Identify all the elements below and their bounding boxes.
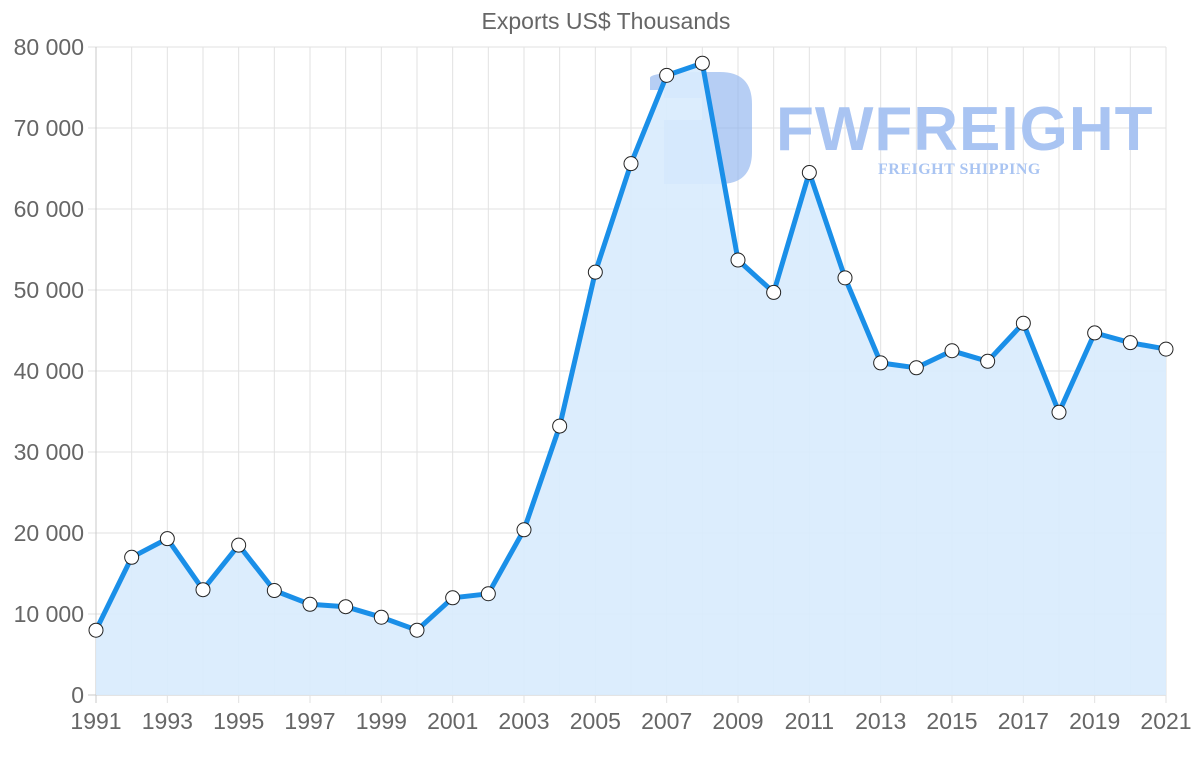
data-point[interactable]: [837, 270, 853, 286]
x-tick-label: 1991: [70, 708, 121, 734]
data-point[interactable]: [1051, 404, 1067, 420]
y-tick-label: 40 000: [14, 358, 84, 384]
y-tick-label: 0: [71, 682, 84, 708]
y-tick-label: 70 000: [14, 115, 84, 141]
data-point[interactable]: [659, 67, 675, 83]
x-tick-label: 1993: [142, 708, 193, 734]
data-point[interactable]: [445, 590, 461, 606]
data-point[interactable]: [908, 360, 924, 376]
data-point[interactable]: [195, 582, 211, 598]
x-tick-label: 2019: [1069, 708, 1120, 734]
data-point[interactable]: [231, 537, 247, 553]
x-tick-label: 2015: [926, 708, 977, 734]
data-point[interactable]: [373, 609, 389, 625]
x-tick-label: 2013: [855, 708, 906, 734]
data-point[interactable]: [730, 252, 746, 268]
data-point[interactable]: [587, 264, 603, 280]
x-tick-label: 1999: [356, 708, 407, 734]
data-point[interactable]: [338, 599, 354, 615]
x-axis: 1991 1993 1995 1997 1999 2001 2003 2005 2007 2009…: [70, 708, 1191, 734]
x-tick-label: 2003: [498, 708, 549, 734]
data-point[interactable]: [1087, 325, 1103, 341]
data-point[interactable]: [623, 156, 639, 172]
watermark-brand: FWFREIGHT: [776, 95, 1154, 164]
y-tick-label: 80 000: [14, 34, 84, 60]
x-tick-label: 1997: [284, 708, 335, 734]
x-tick-label: 2017: [998, 708, 1049, 734]
x-tick-label: 2007: [641, 708, 692, 734]
y-axis: 0 10 000 20 000 30 000 40 000 50 000 60 000 70 …: [14, 34, 84, 708]
area-fill: [96, 63, 1166, 695]
data-point[interactable]: [88, 622, 104, 638]
data-point[interactable]: [159, 531, 175, 547]
y-tick-label: 50 000: [14, 277, 84, 303]
data-point[interactable]: [552, 418, 568, 434]
data-point[interactable]: [124, 549, 140, 565]
x-tick-label: 2011: [785, 708, 834, 734]
y-tick-label: 30 000: [14, 439, 84, 465]
data-point[interactable]: [944, 343, 960, 359]
data-point[interactable]: [302, 596, 318, 612]
data-point[interactable]: [480, 586, 496, 602]
x-tick-label: 2005: [570, 708, 621, 734]
x-tick-label: 2021: [1140, 708, 1191, 734]
y-tick-label: 60 000: [14, 196, 84, 222]
watermark-tagline: FREIGHT SHIPPING: [878, 161, 1041, 178]
data-point[interactable]: [1015, 315, 1031, 331]
x-tick-label: 1995: [213, 708, 264, 734]
data-point[interactable]: [873, 355, 889, 371]
y-tick-label: 10 000: [14, 601, 84, 627]
data-point[interactable]: [766, 284, 782, 300]
data-point[interactable]: [801, 165, 817, 181]
data-point[interactable]: [266, 583, 282, 599]
data-point[interactable]: [409, 622, 425, 638]
data-point[interactable]: [1158, 341, 1174, 357]
watermark-logo: FWFREIGHT FREIGHT SHIPPING: [650, 72, 1154, 184]
data-point[interactable]: [1122, 335, 1138, 351]
data-point[interactable]: [516, 522, 532, 538]
chart-title: Exports US$ Thousands: [481, 8, 731, 34]
data-points: [88, 55, 1174, 638]
data-point[interactable]: [980, 353, 996, 369]
x-tick-label: 2009: [712, 708, 763, 734]
y-tick-label: 20 000: [14, 520, 84, 546]
x-tick-label: 2001: [427, 708, 478, 734]
data-point[interactable]: [694, 55, 710, 71]
